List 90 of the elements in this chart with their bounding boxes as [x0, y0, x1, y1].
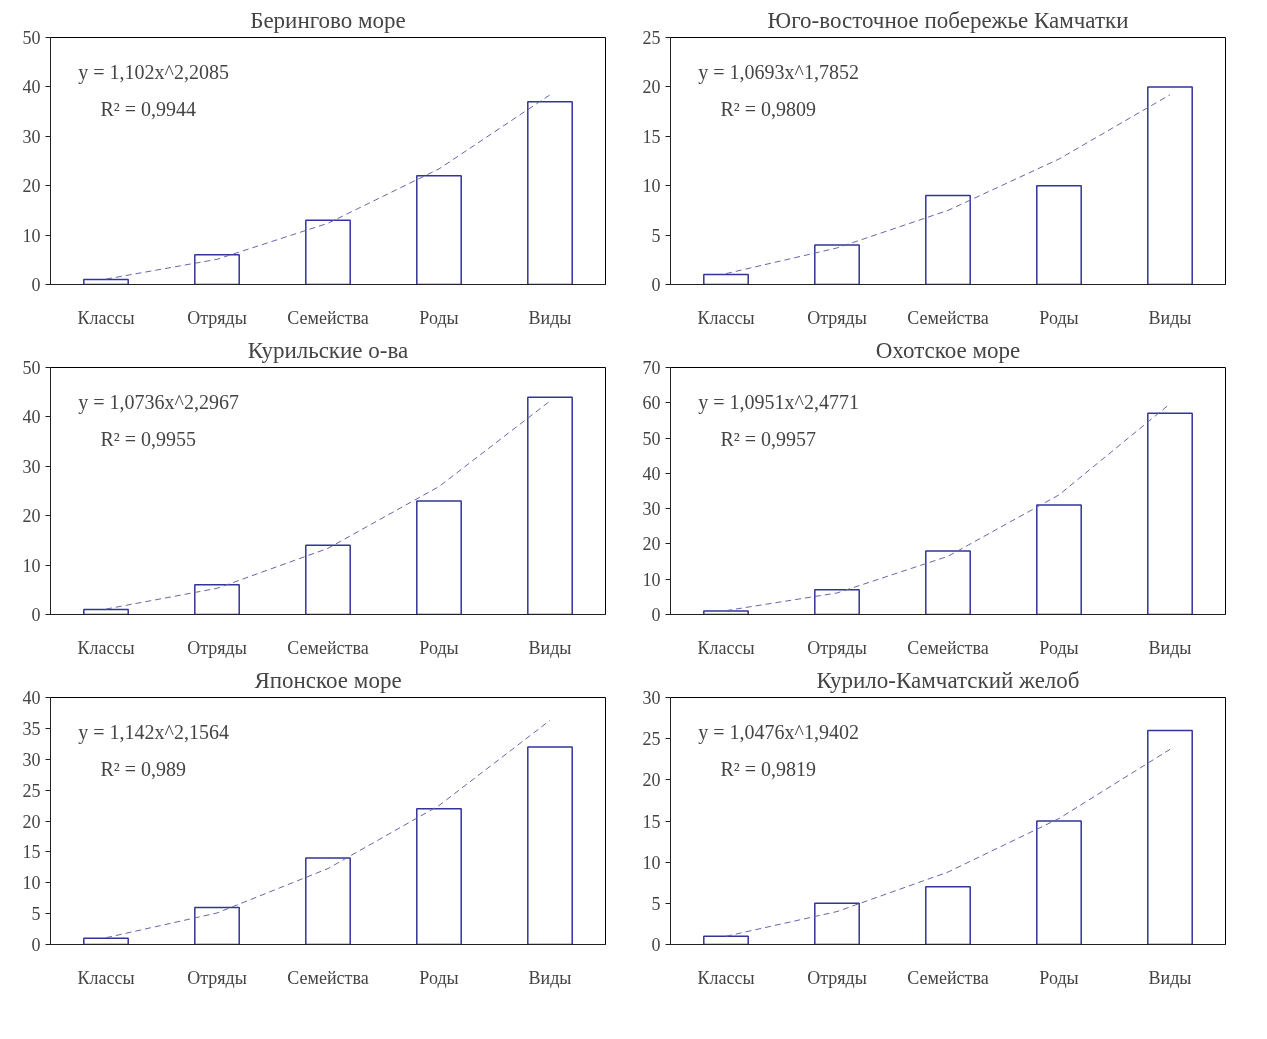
y-tick-label: 10 — [642, 852, 661, 873]
x-tick-label: Роды — [1039, 307, 1079, 328]
annotation: R² = 0,9944 — [100, 98, 197, 121]
y-tick-label: 25 — [22, 780, 41, 801]
x-tick-label: Семейства — [907, 637, 989, 658]
y-tick-label: 20 — [22, 176, 41, 197]
x-tick-label: Семейства — [907, 967, 989, 988]
chart-title: Берингово море — [250, 7, 406, 33]
y-tick-label: 0 — [651, 275, 661, 295]
y-tick-label: 60 — [642, 393, 661, 414]
annotation: y = 1,102x^2,2085 — [78, 61, 229, 85]
y-tick-label: 15 — [642, 811, 661, 832]
y-tick-label: 30 — [22, 456, 41, 477]
y-tick-label: 0 — [651, 935, 661, 955]
y-tick-label: 20 — [642, 77, 661, 98]
x-tick-label: Отряды — [807, 307, 867, 328]
x-tick-label: Классы — [77, 307, 135, 328]
x-tick-label: Семейства — [287, 307, 369, 328]
x-tick-label: Семейства — [907, 307, 989, 328]
y-tick-label: 20 — [642, 770, 661, 791]
annotation: R² = 0,989 — [100, 758, 187, 781]
y-tick-label: 15 — [22, 842, 41, 863]
y-tick-label: 10 — [642, 176, 661, 197]
x-tick-label: Классы — [697, 307, 755, 328]
y-tick-label: 20 — [22, 506, 41, 527]
y-tick-label: 15 — [642, 126, 661, 147]
annotation: y = 1,0951x^2,4771 — [698, 391, 859, 415]
y-tick-label: 0 — [31, 605, 41, 625]
y-tick-label: 30 — [22, 126, 41, 147]
y-tick-label: 30 — [642, 688, 661, 708]
x-tick-label: Классы — [77, 637, 135, 658]
chart-title: Охотское море — [875, 337, 1021, 363]
x-tick-label: Отряды — [807, 967, 867, 988]
y-tick-label: 10 — [22, 225, 41, 246]
annotation: y = 1,0693x^1,7852 — [698, 61, 859, 85]
x-tick-label: Виды — [528, 967, 572, 988]
y-tick-label: 10 — [642, 569, 661, 590]
x-tick-label: Виды — [1148, 307, 1192, 328]
y-tick-label: 10 — [22, 555, 41, 576]
annotation: y = 1,0476x^1,9402 — [698, 721, 859, 745]
y-tick-label: 50 — [22, 358, 41, 378]
y-tick-label: 35 — [22, 718, 41, 739]
x-tick-label: Семейства — [287, 637, 369, 658]
x-tick-label: Виды — [1148, 637, 1192, 658]
annotation: R² = 0,9955 — [100, 428, 197, 451]
chart-title: Японское море — [254, 667, 402, 693]
y-tick-label: 5 — [31, 904, 41, 925]
y-tick-label: 0 — [31, 935, 41, 955]
annotation: R² = 0,9957 — [720, 428, 817, 451]
y-tick-label: 0 — [651, 605, 661, 625]
chart-title: Курило-Камчатский желоб — [816, 667, 1080, 693]
chart-title: Курильские о-ва — [247, 337, 409, 363]
x-tick-label: Отряды — [187, 307, 247, 328]
annotation: R² = 0,9809 — [720, 98, 817, 121]
y-tick-label: 40 — [22, 407, 41, 428]
y-tick-label: 25 — [642, 28, 661, 48]
y-tick-label: 40 — [22, 688, 41, 708]
x-tick-label: Классы — [697, 637, 755, 658]
x-tick-label: Роды — [419, 307, 459, 328]
x-tick-label: Семейства — [287, 967, 369, 988]
y-tick-label: 25 — [642, 729, 661, 750]
x-tick-label: Виды — [528, 637, 572, 658]
y-tick-label: 70 — [642, 358, 661, 378]
x-tick-label: Роды — [1039, 967, 1079, 988]
y-tick-label: 40 — [642, 463, 661, 484]
annotation: R² = 0,9819 — [720, 758, 817, 781]
x-tick-label: Отряды — [187, 967, 247, 988]
y-tick-label: 5 — [651, 225, 661, 246]
annotation: y = 1,0736x^2,2967 — [78, 391, 239, 415]
x-tick-label: Роды — [1039, 637, 1079, 658]
chart-title: Юго-восточное побережье Камчатки — [767, 7, 1129, 33]
y-tick-label: 20 — [642, 534, 661, 555]
x-tick-label: Отряды — [187, 637, 247, 658]
x-tick-label: Классы — [77, 967, 135, 988]
x-tick-label: Виды — [1148, 967, 1192, 988]
y-tick-label: 40 — [22, 77, 41, 98]
y-tick-label: 0 — [31, 275, 41, 295]
x-tick-label: Классы — [697, 967, 755, 988]
x-tick-label: Роды — [419, 637, 459, 658]
y-tick-label: 30 — [22, 749, 41, 770]
y-tick-label: 30 — [642, 499, 661, 520]
x-tick-label: Роды — [419, 967, 459, 988]
x-tick-label: Виды — [528, 307, 572, 328]
x-tick-label: Отряды — [807, 637, 867, 658]
y-tick-label: 5 — [651, 893, 661, 914]
annotation: y = 1,142x^2,1564 — [78, 721, 229, 745]
y-tick-label: 50 — [22, 28, 41, 48]
y-tick-label: 50 — [642, 428, 661, 449]
y-tick-label: 10 — [22, 873, 41, 894]
y-tick-label: 20 — [22, 811, 41, 832]
